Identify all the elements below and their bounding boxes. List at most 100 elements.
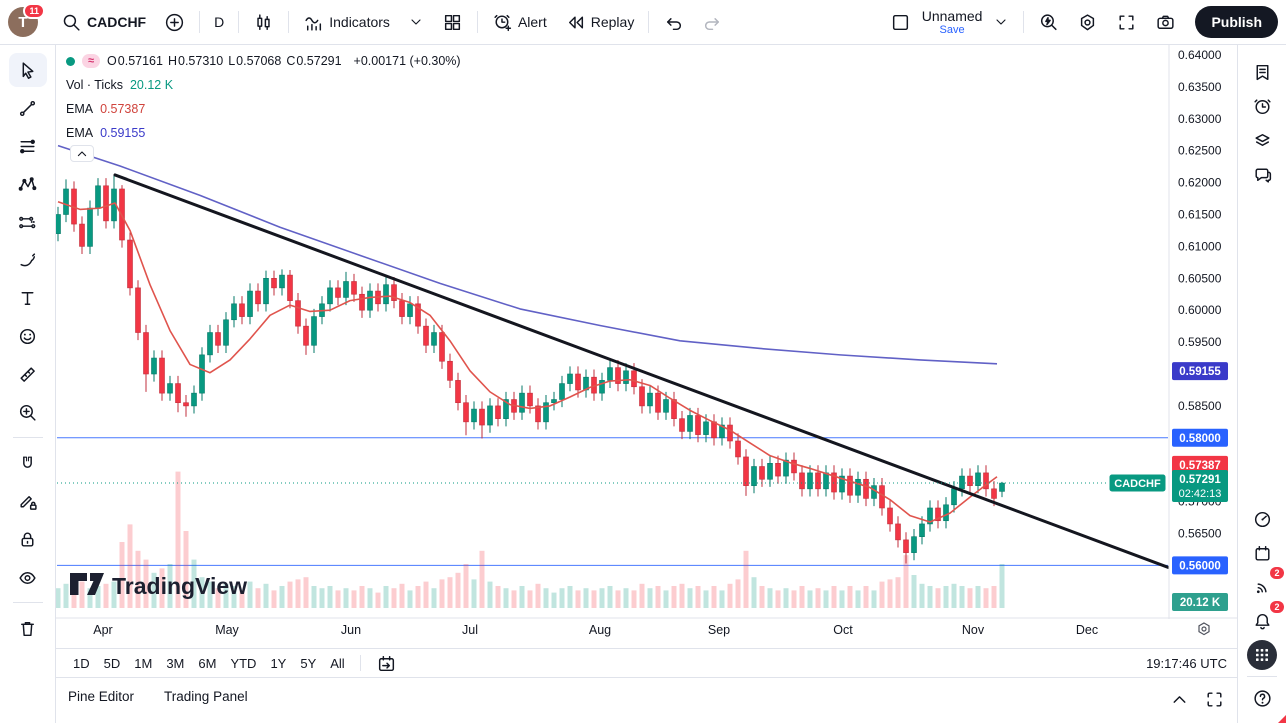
indicators-icon [305,16,322,31]
indicators-button[interactable]: Indicators [296,7,397,38]
tool-text[interactable] [9,281,47,315]
alert-button[interactable]: Alert [485,7,554,38]
range-1m[interactable]: 1M [134,655,153,671]
svg-text:0.63000: 0.63000 [1178,112,1222,126]
quick-search-button[interactable] [1031,7,1066,38]
interval-button[interactable]: D [214,14,225,30]
tool-fib-retracement[interactable] [9,129,47,163]
user-menu-button[interactable]: T 11 [8,3,45,37]
indicator-templates-button[interactable] [401,9,431,35]
tool-cursor[interactable] [8,53,47,87]
range-all[interactable]: All [330,655,345,671]
tool-brush[interactable] [9,243,47,277]
apps-menu-button[interactable] [1243,638,1281,672]
replay-button[interactable]: Replay [558,7,642,38]
svg-text:Jul: Jul [462,623,478,637]
emoji-icon [19,328,36,344]
save-layout-icon-button[interactable] [883,7,918,38]
notifications-button[interactable]: 2 [1243,601,1284,638]
layout-menu-button[interactable] [986,9,1016,35]
fullscreen-button[interactable] [1109,7,1144,38]
chart-style-button[interactable] [246,7,281,38]
help-button[interactable] [1243,681,1281,715]
screener-button[interactable] [1243,502,1281,536]
divider [199,11,201,33]
calendar-button[interactable] [1243,536,1281,570]
panel-expand-icon[interactable] [1169,689,1190,710]
chart-settings-button[interactable] [1070,7,1105,38]
svg-text:0.56000: 0.56000 [1179,560,1221,572]
go-to-date-button[interactable] [369,650,404,677]
layout-name: Unnamed [921,7,983,24]
layout-name-button[interactable]: Unnamed Save [922,9,983,36]
chart-pane[interactable]: TradingView 0.64000 0.63500 0.63000 0.62500 0… [56,45,1237,648]
clock-utc[interactable]: 19:17:46 UTC [1146,655,1227,671]
drawing-toolbar [0,45,56,723]
chevron-down-icon [996,19,1006,25]
radar-icon [1254,511,1270,527]
range-1d[interactable]: 1D [73,655,90,671]
legend-volume-row[interactable]: Vol · Ticks 20.12 K [66,73,461,97]
watchlist-icon [1256,64,1268,80]
broadcast-icon [1256,582,1267,593]
delayed-data-badge[interactable]: ≈ [82,54,101,68]
range-1y[interactable]: 1Y [270,655,287,671]
range-3m[interactable]: 3M [166,655,185,671]
cursor-icon [22,61,34,79]
remove-drawings-button[interactable] [9,611,47,645]
svg-text:TradingView: TradingView [112,573,247,599]
svg-text:CADCHF: CADCHF [1114,478,1161,490]
legend-collapse-button[interactable] [70,145,94,162]
legend-ema-slow-row[interactable]: EMA 0.59155 [66,121,461,145]
svg-text:0.63500: 0.63500 [1178,80,1222,94]
lock-all-drawings-button[interactable] [9,522,47,556]
chevron-down-icon [411,19,421,25]
chart-legend: ≈ O0.57161 H0.57310 L0.57068 C0.57291 +0.00… [66,49,461,145]
svg-text:0.58500: 0.58500 [1178,399,1222,413]
pencil-lock-icon [20,495,37,510]
tool-trend-line[interactable] [9,91,47,125]
svg-text:0.59500: 0.59500 [1178,335,1222,349]
tool-measure[interactable] [9,357,47,391]
symbol-search-button[interactable]: CADCHF [54,7,153,38]
panel-maximize-icon[interactable] [1204,689,1225,710]
redo-button[interactable] [695,7,730,38]
multichart-layout-button[interactable] [435,7,470,38]
legend-symbol-row[interactable]: ≈ O0.57161 H0.57310 L0.57068 C0.57291 +0.00… [66,49,461,73]
ema-slow-label: EMA [66,126,94,140]
corner-notification-marker [1278,715,1286,723]
help-icon [1253,689,1271,707]
tool-emoji[interactable] [9,319,47,353]
compare-add-symbol-button[interactable] [157,7,192,38]
candles-icon [257,13,270,30]
screenshot-button[interactable] [1148,7,1183,38]
notifications-count-badge: 2 [1269,601,1284,613]
zoom-in-icon [19,404,36,421]
save-link[interactable]: Save [939,23,965,36]
range-5y[interactable]: 5Y [300,655,317,671]
tool-projection[interactable] [9,205,47,239]
tab-trading-panel[interactable]: Trading Panel [164,689,248,704]
legend-ema-fast-row[interactable]: EMA 0.57387 [66,97,461,121]
publish-button[interactable]: Publish [1195,6,1278,38]
chat-button[interactable] [1243,157,1281,191]
tool-pattern-xabcd[interactable] [9,167,47,201]
range-5d[interactable]: 5D [103,655,121,671]
streams-button[interactable]: 2 [1243,567,1284,604]
bottom-panel: Pine Editor Trading Panel [56,677,1237,723]
watchlist-button[interactable] [1243,55,1281,89]
svg-text:0.64000: 0.64000 [1178,48,1222,62]
drawing-mode-button[interactable] [9,484,47,518]
chart-column: TradingView 0.64000 0.63500 0.63000 0.62500 0… [56,45,1237,723]
price-chart[interactable]: TradingView 0.64000 0.63500 0.63000 0.62500 0… [56,45,1237,648]
tab-pine-editor[interactable]: Pine Editor [68,689,135,704]
range-6m[interactable]: 6M [198,655,217,671]
alerts-panel-button[interactable] [1243,89,1281,123]
undo-button[interactable] [656,7,691,38]
hide-all-drawings-button[interactable] [9,560,47,594]
range-ytd[interactable]: YTD [230,655,257,671]
object-tree-button[interactable] [1243,123,1281,157]
magnet-mode-button[interactable] [9,446,47,480]
tool-zoom-in[interactable] [9,395,47,429]
